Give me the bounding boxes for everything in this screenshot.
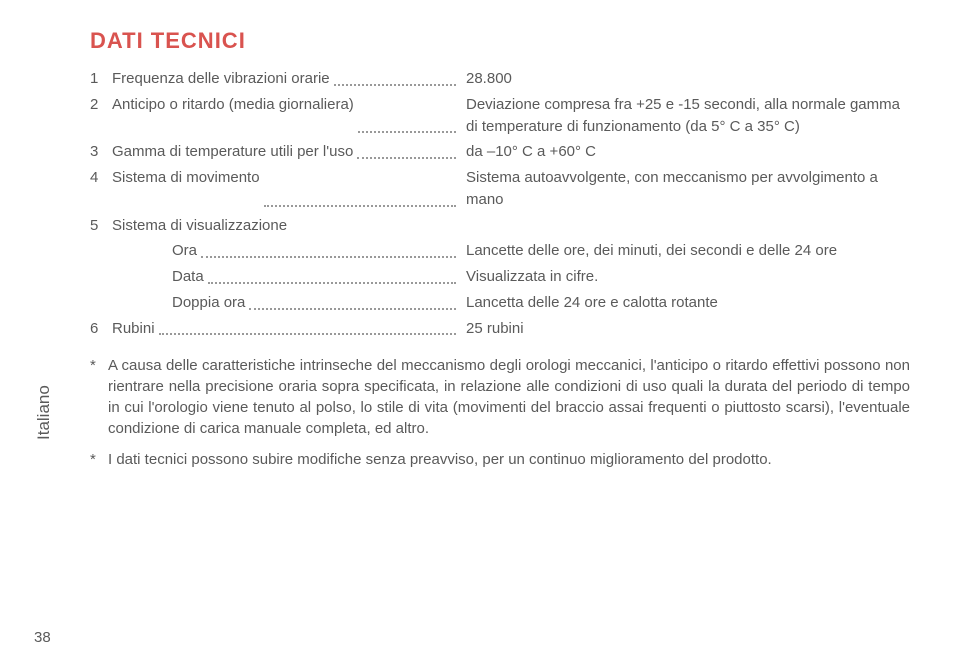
- spec-value: 28.800: [460, 68, 910, 90]
- spec-sub-value: Lancette delle ore, dei minuti, dei seco…: [460, 240, 910, 262]
- spec-row: 3 Gamma di temperature utili per l'uso d…: [90, 141, 910, 163]
- spec-num: 5: [90, 215, 112, 237]
- page-number: 38: [34, 629, 51, 646]
- leader-dots: [201, 240, 456, 258]
- spec-value: 25 rubini: [460, 318, 910, 340]
- spec-label: Gamma di temperature utili per l'uso: [112, 141, 353, 163]
- page-title: DATI TECNICI: [90, 28, 910, 54]
- spec-row: 1 Frequenza delle vibrazioni orarie 28.8…: [90, 68, 910, 90]
- spec-sub-row: Doppia ora Lancetta delle 24 ore e calot…: [90, 292, 910, 314]
- spec-value: Sistema autoavvolgente, con meccanismo p…: [460, 167, 910, 211]
- spec-label: Frequenza delle vibrazioni orarie: [112, 68, 330, 90]
- spec-value: da –10° C a +60° C: [460, 141, 910, 163]
- leader-dots: [264, 167, 456, 207]
- footnote-text: I dati tecnici possono subire modifiche …: [108, 449, 910, 470]
- leader-dots: [357, 141, 456, 159]
- language-label: Italiano: [34, 385, 54, 440]
- asterisk-icon: *: [90, 355, 108, 439]
- spec-num: 4: [90, 167, 112, 211]
- spec-num: 6: [90, 318, 112, 340]
- spec-row: 4 Sistema di movimento Sistema autoavvol…: [90, 167, 910, 211]
- spec-sub-value: Visualizzata in cifre.: [460, 266, 910, 288]
- spec-label: Sistema di movimento: [112, 167, 260, 211]
- asterisk-icon: *: [90, 449, 108, 470]
- spec-row: 2 Anticipo o ritardo (media giornaliera)…: [90, 94, 910, 138]
- spec-row: 6 Rubini 25 rubini: [90, 318, 910, 340]
- leader-dots: [334, 68, 456, 86]
- spec-sub-label: Ora: [172, 240, 197, 262]
- footnote: * A causa delle caratteristiche intrinse…: [90, 355, 910, 439]
- footnote-text: A causa delle caratteristiche intrinsech…: [108, 355, 910, 439]
- spec-sub-label: Doppia ora: [172, 292, 245, 314]
- spec-value: [460, 215, 910, 237]
- spec-row: 5 Sistema di visualizzazione: [90, 215, 910, 237]
- spec-sub-row: Ora Lancette delle ore, dei minuti, dei …: [90, 240, 910, 262]
- spec-list: 1 Frequenza delle vibrazioni orarie 28.8…: [90, 68, 910, 339]
- leader-dots: [159, 318, 456, 336]
- spec-sub-row: Data Visualizzata in cifre.: [90, 266, 910, 288]
- spec-sub-label: Data: [172, 266, 204, 288]
- spec-label: Sistema di visualizzazione: [112, 215, 287, 237]
- spec-value: Deviazione compresa fra +25 e -15 second…: [460, 94, 910, 138]
- footnote: * I dati tecnici possono subire modifich…: [90, 449, 910, 470]
- spec-sub-value: Lancetta delle 24 ore e calotta rotante: [460, 292, 910, 314]
- spec-num: 1: [90, 68, 112, 90]
- spec-label: Anticipo o ritardo (media giornaliera): [112, 94, 354, 138]
- spec-num: 2: [90, 94, 112, 138]
- leader-dots: [358, 94, 456, 134]
- spec-num: 3: [90, 141, 112, 163]
- footnotes: * A causa delle caratteristiche intrinse…: [90, 355, 910, 470]
- leader-dots: [249, 292, 456, 310]
- spec-label: Rubini: [112, 318, 155, 340]
- leader-dots: [208, 266, 456, 284]
